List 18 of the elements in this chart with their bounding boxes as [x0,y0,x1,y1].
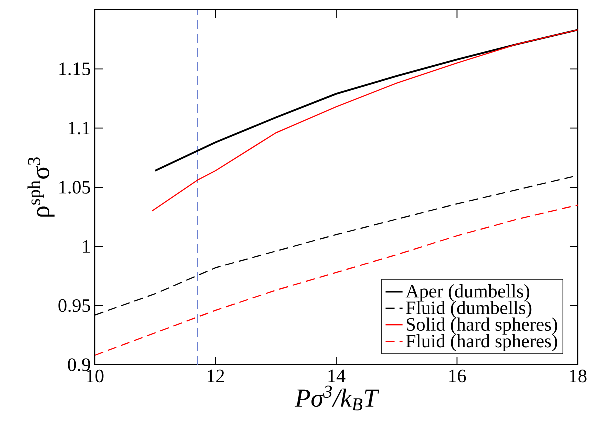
x-tick-label: 12 [208,370,224,382]
legend-label: Fluid (dumbells) [406,301,532,318]
legend-label: Aper (dumbells) [406,284,530,302]
line-series [152,30,578,212]
y-tick-label: 0.9 [68,358,90,372]
legend-label: Solid (hard spheres) [406,318,558,335]
y-tick-label: 1.1 [69,122,90,135]
x-tick-label: 14 [328,370,346,382]
x-axis-title: Pσ$^{3}$/k$_{B}$T [294,386,380,411]
y-tick-label: 1.15 [60,62,90,76]
x-tick-label: 10 [87,370,104,383]
y-tick-label: 0.95 [58,299,90,312]
y-axis-title: ρ$^{sph}$σ$^{3}$ [28,158,55,217]
y-tick-label: 1 [83,240,90,253]
y-tick-label: 1.05 [60,181,90,194]
x-tick-label: 18 [570,370,587,383]
x-tick-label: 16 [449,370,466,383]
legend-label: Fluid (hard spheres) [406,334,558,352]
